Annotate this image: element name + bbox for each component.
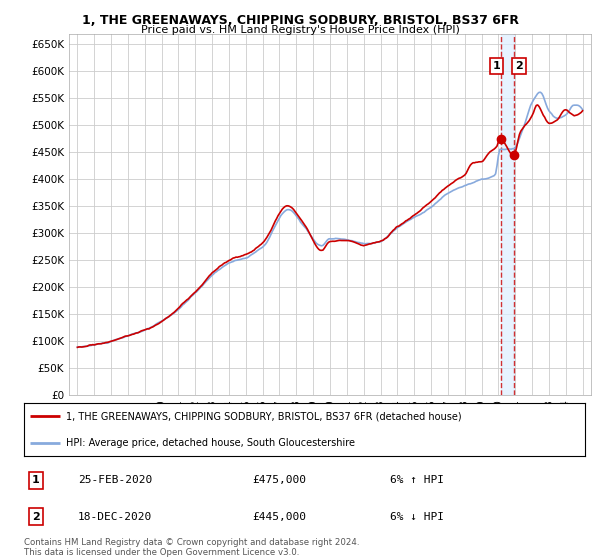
Text: Price paid vs. HM Land Registry's House Price Index (HPI): Price paid vs. HM Land Registry's House … [140, 25, 460, 35]
Text: 2: 2 [515, 61, 523, 71]
Text: 1: 1 [493, 61, 500, 71]
Text: £475,000: £475,000 [252, 475, 306, 485]
Text: 18-DEC-2020: 18-DEC-2020 [78, 512, 152, 521]
Text: 1: 1 [32, 475, 40, 485]
Text: 25-FEB-2020: 25-FEB-2020 [78, 475, 152, 485]
Text: 1, THE GREENAWAYS, CHIPPING SODBURY, BRISTOL, BS37 6FR (detached house): 1, THE GREENAWAYS, CHIPPING SODBURY, BRI… [66, 412, 462, 422]
Text: 1, THE GREENAWAYS, CHIPPING SODBURY, BRISTOL, BS37 6FR: 1, THE GREENAWAYS, CHIPPING SODBURY, BRI… [82, 14, 518, 27]
Text: Contains HM Land Registry data © Crown copyright and database right 2024.
This d: Contains HM Land Registry data © Crown c… [24, 538, 359, 557]
Text: £445,000: £445,000 [252, 512, 306, 521]
Text: 2: 2 [32, 512, 40, 521]
Text: 6% ↑ HPI: 6% ↑ HPI [390, 475, 444, 485]
Bar [501, 34, 514, 395]
Text: HPI: Average price, detached house, South Gloucestershire: HPI: Average price, detached house, Sout… [66, 438, 355, 448]
Text: 6% ↓ HPI: 6% ↓ HPI [390, 512, 444, 521]
